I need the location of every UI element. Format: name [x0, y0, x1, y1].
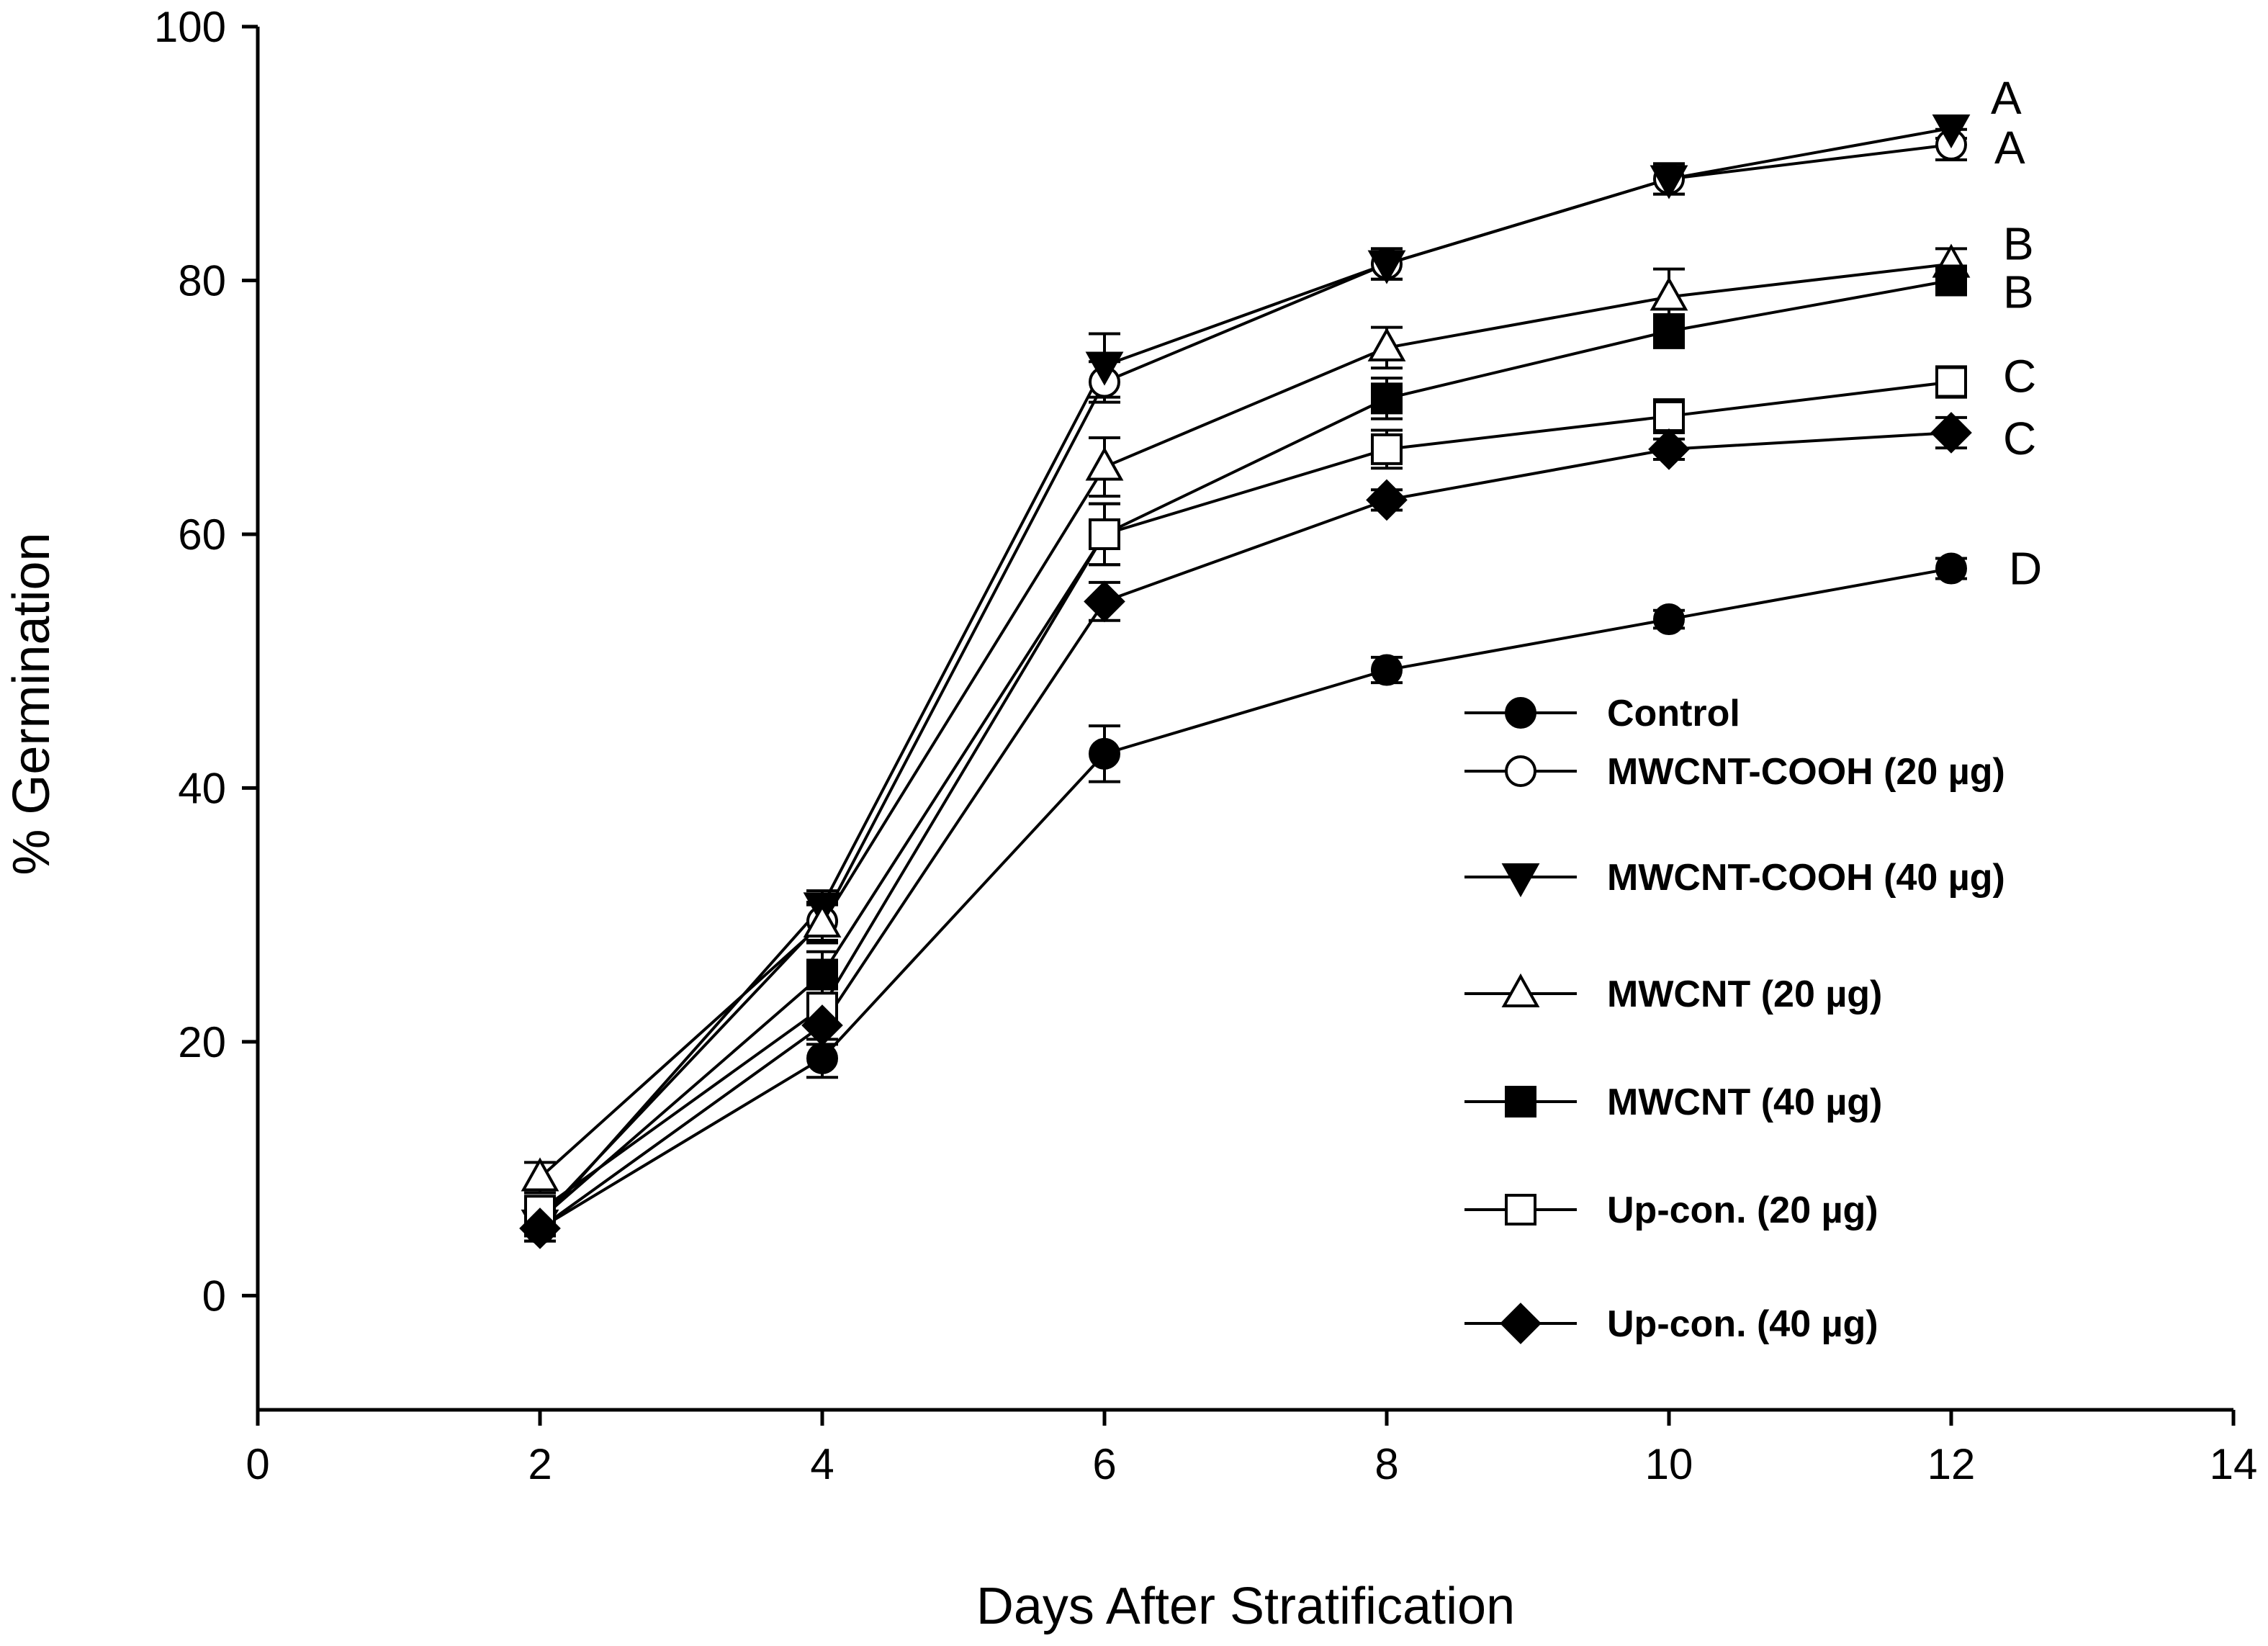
data-point — [1371, 654, 1403, 686]
significance-letter: B — [2003, 266, 2034, 318]
data-point — [1089, 737, 1120, 770]
x-axis-title: Days After Stratification — [976, 1578, 1515, 1635]
series-line — [539, 143, 1952, 1221]
y-tick-label: 40 — [178, 764, 226, 812]
data-point — [1650, 165, 1688, 199]
data-point — [1935, 552, 1967, 585]
legend-entry: MWCNT (40 µg) — [1464, 1081, 1882, 1123]
data-point — [1367, 327, 1406, 361]
data-point — [806, 958, 838, 991]
legend-marker — [1505, 1194, 1536, 1225]
x-tick-label: 2 — [528, 1440, 552, 1488]
data-point — [1084, 580, 1125, 623]
series-lines — [539, 127, 1952, 1230]
significance-letter: A — [1994, 122, 2025, 174]
series-line — [539, 279, 1952, 1221]
data-point — [521, 1157, 559, 1192]
x-tick-label: 0 — [246, 1440, 269, 1488]
y-axis-title: % Germination — [3, 532, 60, 875]
data-point — [1367, 250, 1406, 284]
y-tick-label: 0 — [202, 1272, 226, 1320]
legend: Control MWCNT-COOH (20 µg) MWCNT-COOH (40 … — [1464, 693, 2005, 1345]
legend-marker — [1501, 973, 1540, 1007]
significance-letter: B — [2003, 218, 2034, 270]
data-point — [1085, 351, 1124, 386]
legend-label: MWCNT (20 µg) — [1607, 973, 1882, 1015]
data-point — [1371, 382, 1403, 415]
legend-entry: Up-con. (40 µg) — [1464, 1303, 1878, 1345]
series-line — [539, 431, 1952, 1230]
y-tick-label: 80 — [178, 256, 226, 305]
data-point — [1935, 366, 1967, 398]
data-point — [1930, 412, 1972, 454]
x-tick-label: 8 — [1374, 1440, 1398, 1488]
axes: 0 2 4 6 8 10 12 14 0 20 40 60 80 100 — [154, 3, 2257, 1488]
legend-marker — [1500, 1303, 1542, 1344]
legend-label: MWCNT-COOH (40 µg) — [1607, 857, 2005, 899]
data-point — [1932, 114, 1971, 149]
data-point — [1653, 315, 1685, 347]
data-point — [1653, 400, 1685, 433]
data-point — [1650, 276, 1688, 311]
legend-label: Up-con. (20 µg) — [1607, 1189, 1878, 1231]
legend-entry: Control — [1464, 693, 1740, 734]
significance-letter: C — [2003, 413, 2036, 464]
series-line — [539, 380, 1952, 1212]
data-point — [801, 1004, 843, 1046]
data-point — [1089, 518, 1120, 550]
significance-letter: D — [2009, 543, 2042, 595]
significance-letter: C — [2003, 350, 2036, 402]
data-point — [1653, 603, 1685, 636]
data-points — [519, 114, 1972, 1249]
legend-marker — [1505, 697, 1536, 729]
y-tick-label: 20 — [178, 1018, 226, 1066]
legend-label: MWCNT-COOH (20 µg) — [1607, 751, 2005, 793]
series-line — [539, 262, 1952, 1179]
x-tick-label: 10 — [1645, 1440, 1693, 1488]
series-line — [539, 127, 1952, 1225]
x-tick-label: 14 — [2210, 1440, 2258, 1488]
data-point — [519, 1207, 561, 1249]
legend-label: Control — [1607, 693, 1740, 734]
x-tick-label: 6 — [1092, 1440, 1116, 1488]
legend-marker — [1505, 1086, 1536, 1117]
legend-entry: MWCNT-COOH (40 µg) — [1464, 857, 2005, 899]
data-point — [1648, 428, 1690, 470]
data-point — [806, 1042, 838, 1074]
data-point — [1371, 433, 1403, 465]
data-point — [1085, 446, 1124, 481]
legend-label: Up-con. (40 µg) — [1607, 1303, 1878, 1345]
series-line — [539, 567, 1952, 1230]
legend-entry: MWCNT (20 µg) — [1464, 973, 1882, 1015]
significance-letter: A — [1991, 72, 2022, 124]
x-tick-label: 4 — [810, 1440, 834, 1488]
legend-entry: Up-con. (20 µg) — [1464, 1189, 1878, 1231]
data-point — [803, 903, 842, 938]
legend-marker — [1505, 755, 1536, 787]
data-point — [1935, 264, 1967, 297]
legend-marker — [1501, 863, 1540, 898]
x-tick-label: 12 — [1927, 1440, 1976, 1488]
y-tick-label: 60 — [178, 511, 226, 559]
y-tick-label: 100 — [154, 3, 226, 51]
data-point — [1366, 479, 1408, 521]
legend-entry: MWCNT-COOH (20 µg) — [1464, 751, 2005, 793]
legend-label: MWCNT (40 µg) — [1607, 1081, 1882, 1123]
